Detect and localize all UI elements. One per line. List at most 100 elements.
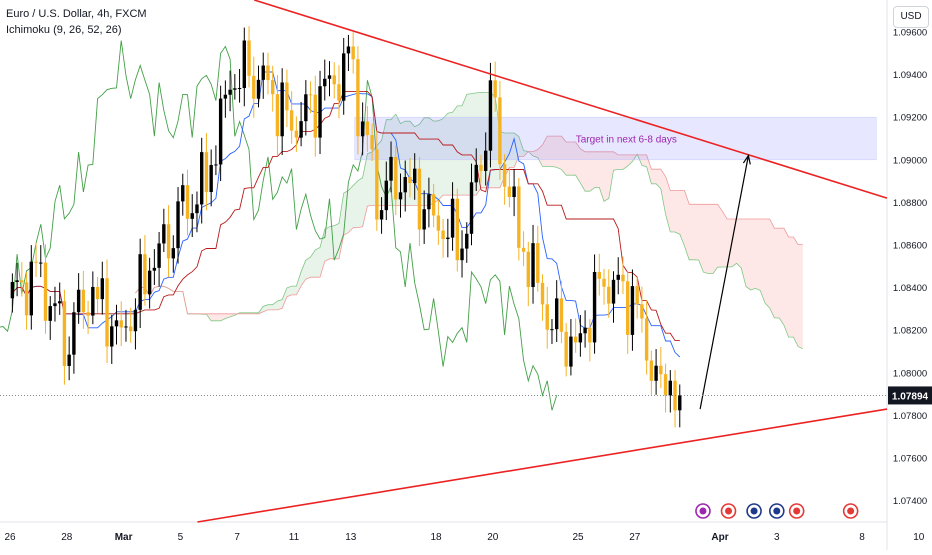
- candle-body: [138, 254, 141, 310]
- candle-body: [157, 243, 160, 267]
- candle-body: [422, 209, 425, 229]
- candle-body: [67, 355, 70, 366]
- candle-body: [72, 312, 75, 354]
- candle-body: [356, 59, 359, 136]
- candle-body: [271, 80, 274, 94]
- candle-body: [91, 287, 94, 316]
- x-tick-label: 10: [913, 532, 925, 543]
- x-tick-label: 25: [572, 532, 584, 543]
- candle-body: [569, 337, 572, 367]
- event-icon-us-flag-core: [793, 508, 800, 515]
- candle-body: [172, 248, 175, 258]
- candle-body: [470, 182, 473, 233]
- event-icon-eu-flag-core: [751, 508, 758, 515]
- candle-body: [465, 234, 468, 249]
- candle-body: [176, 201, 179, 248]
- ichimoku-cloud-segment: [689, 204, 694, 259]
- candle-body: [517, 186, 520, 247]
- candle-body: [299, 121, 302, 138]
- candle-body: [579, 333, 582, 342]
- ichimoku-cloud-segment: [727, 219, 732, 267]
- candle-body: [593, 272, 596, 342]
- y-tick-label: 1.08200: [893, 326, 927, 337]
- candle-body: [536, 243, 539, 283]
- x-tick-label: 3: [774, 532, 780, 543]
- candle-body: [669, 381, 672, 396]
- candle-body: [508, 187, 511, 197]
- candle-body: [366, 121, 369, 135]
- candle-body: [224, 95, 227, 99]
- candle-body: [522, 248, 525, 252]
- candle-body: [309, 94, 312, 95]
- candle-body: [621, 275, 624, 282]
- candle-body: [427, 194, 430, 209]
- candle-body: [219, 99, 222, 165]
- indicator-label[interactable]: Ichimoku (9, 26, 52, 26): [6, 22, 147, 38]
- x-tick-label: 13: [345, 532, 357, 543]
- candle-body: [195, 204, 198, 213]
- candle-body: [441, 231, 444, 239]
- candle-body: [276, 94, 279, 136]
- candle-body: [512, 186, 515, 197]
- candle-body: [181, 185, 184, 201]
- candle-body: [413, 169, 416, 183]
- candle-body: [380, 210, 383, 219]
- symbol-title[interactable]: Euro / U.S. Dollar, 4h, FXCM: [6, 6, 147, 22]
- candle-body: [162, 224, 165, 243]
- candle-body: [120, 320, 123, 327]
- candle-body: [351, 46, 354, 59]
- candle-body: [456, 199, 459, 260]
- candle-body: [44, 263, 47, 321]
- ichimoku-cloud-segment: [784, 228, 789, 337]
- candle-body: [418, 169, 421, 230]
- y-tick-label: 1.09400: [893, 70, 927, 81]
- candle-body: [432, 194, 435, 215]
- candle-body: [531, 243, 534, 287]
- candle-body: [328, 75, 331, 78]
- candle-body: [489, 80, 492, 150]
- candle-body: [153, 268, 156, 271]
- candle-body: [280, 82, 283, 136]
- candle-body: [555, 298, 558, 329]
- candle-body: [257, 80, 260, 99]
- y-tick-label: 1.08800: [893, 198, 927, 209]
- candle-body: [143, 254, 146, 294]
- ichimoku-cloud-segment: [670, 191, 675, 233]
- candle-body: [105, 278, 108, 346]
- candle-body: [228, 90, 231, 95]
- candle-body: [167, 224, 170, 258]
- last-price-label: 1.07894: [892, 391, 929, 402]
- ichimoku-cloud-segment: [348, 186, 353, 233]
- y-tick-label: 1.07400: [893, 496, 927, 507]
- y-tick-label: 1.08400: [893, 283, 927, 294]
- candle-body: [238, 88, 241, 89]
- candle-body: [607, 287, 610, 304]
- candle-body: [25, 282, 28, 315]
- candle-body: [546, 304, 549, 329]
- candle-body: [200, 152, 203, 204]
- ichimoku-cloud-segment: [737, 219, 742, 268]
- y-tick-label: 1.09000: [893, 155, 927, 166]
- ichimoku-cloud-segment: [722, 211, 727, 267]
- ichimoku-cloud-segment: [708, 204, 713, 273]
- currency-button[interactable]: USD: [893, 6, 929, 28]
- candle-body: [493, 80, 496, 97]
- chart-legend: Euro / U.S. Dollar, 4h, FXCM Ichimoku (9…: [6, 6, 147, 38]
- candle-body: [82, 290, 85, 313]
- candle-body: [323, 79, 326, 86]
- candle-body: [626, 281, 629, 335]
- candle-body: [266, 66, 269, 81]
- candle-body: [53, 303, 56, 306]
- candle-body: [101, 278, 104, 299]
- x-tick-label: 20: [487, 532, 499, 543]
- ichimoku-cloud-segment: [268, 305, 273, 310]
- candle-body: [678, 395, 681, 410]
- event-icon-lightning-core: [699, 508, 706, 515]
- candle-body: [318, 86, 321, 137]
- candle-body: [394, 157, 397, 199]
- candle-body: [96, 287, 99, 299]
- y-tick-label: 1.07600: [893, 454, 927, 465]
- candle-body: [243, 40, 246, 88]
